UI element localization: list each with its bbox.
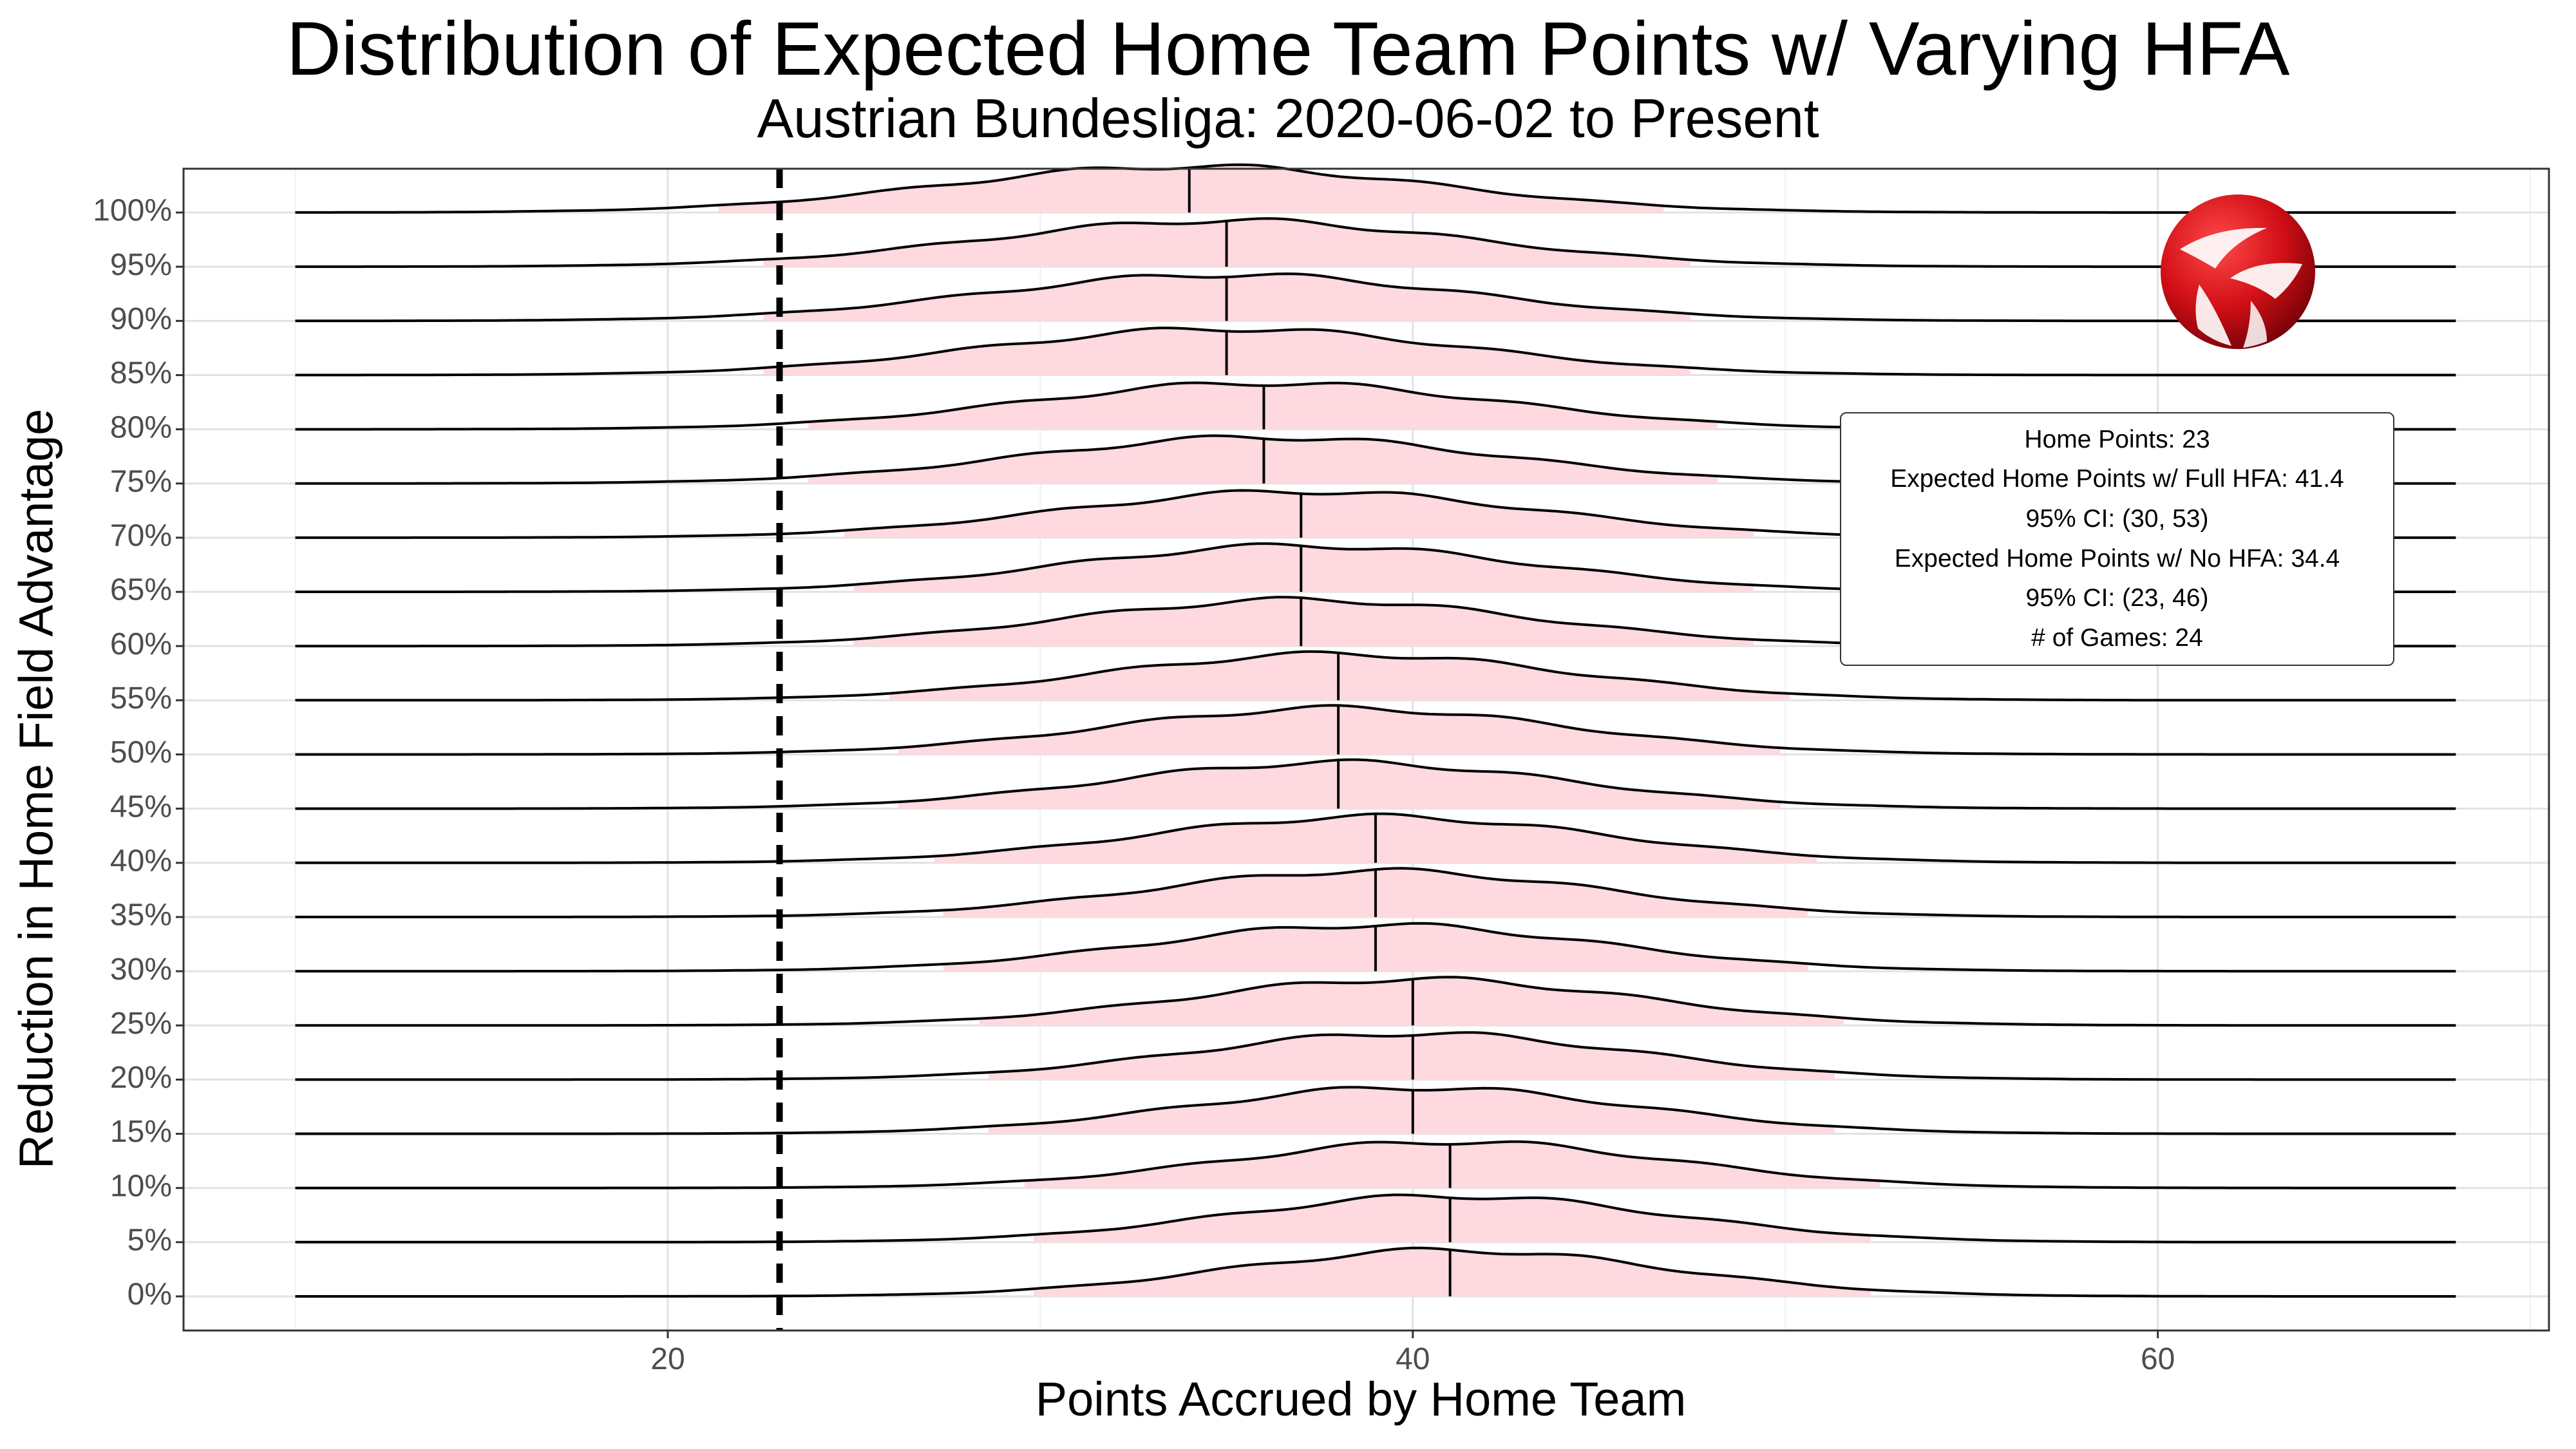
y-tick-label: 70%: [110, 519, 172, 553]
y-tick-label: 75%: [110, 464, 172, 498]
y-tick-label: 90%: [110, 302, 172, 336]
annotation-expected-full-hfa: Expected Home Points w/ Full HFA: 41.4: [1890, 465, 2344, 493]
ridge-line: [295, 1086, 2456, 1135]
y-tick-label: 25%: [110, 1007, 172, 1041]
y-tick-label: 50%: [110, 735, 172, 770]
density-ridge-55%: [295, 650, 2456, 702]
y-tick-label: 15%: [110, 1115, 172, 1149]
annotation-expected-no-hfa: Expected Home Points w/ No HFA: 34.4: [1894, 544, 2340, 573]
density-ridge-100%: [295, 163, 2456, 214]
density-ridge-20%: [295, 1031, 2456, 1081]
density-ridge-95%: [295, 217, 2456, 269]
x-tick-label: 40: [1396, 1342, 1430, 1376]
density-ridge-50%: [295, 704, 2456, 756]
y-tick-label: 95%: [110, 248, 172, 282]
ridge-fill: [853, 597, 1754, 647]
density-ridge-90%: [295, 272, 2456, 323]
y-tick-label: 85%: [110, 356, 172, 390]
y-tick-label: 55%: [110, 681, 172, 715]
y-tick-label: 35%: [110, 898, 172, 933]
y-tick-label: 60%: [110, 627, 172, 661]
ridge-fill: [1033, 1247, 1871, 1296]
density-ridge-85%: [295, 327, 2456, 377]
ridge-line: [295, 272, 2456, 323]
ridge-line: [295, 704, 2456, 756]
y-tick-label: 5%: [128, 1224, 172, 1258]
austrian-bundesliga-logo: [2161, 194, 2315, 349]
annotation-ci-full-hfa: 95% CI: (30, 53): [2025, 505, 2209, 533]
y-tick-label: 65%: [110, 573, 172, 607]
density-ridge-15%: [295, 1086, 2456, 1135]
y-tick-label: 80%: [110, 410, 172, 444]
density-ridges: [295, 163, 2456, 1298]
annotation-games: # of Games: 24: [2031, 624, 2203, 652]
density-ridge-40%: [295, 812, 2456, 864]
ridge-line: [295, 758, 2456, 810]
density-ridge-45%: [295, 758, 2456, 810]
density-ridge-35%: [295, 867, 2456, 918]
y-tick-label: 45%: [110, 790, 172, 824]
ridge-line: [295, 1193, 2456, 1244]
x-tick-label: 60: [2141, 1342, 2175, 1376]
y-tick-label: 10%: [110, 1169, 172, 1203]
ridge-fill: [853, 544, 1754, 592]
annotation-ci-no-hfa: 95% CI: (23, 46): [2025, 584, 2209, 612]
axis-ticks: 0% 5% 10% 15% 20% 25% 30% 35% 40% 45% 50% 55% 60% 65%…: [93, 194, 2175, 1376]
density-ridge-25%: [295, 976, 2456, 1027]
ridge-line: [295, 976, 2456, 1027]
ridge-line: [295, 163, 2456, 214]
x-axis-label: Points Accrued by Home Team: [1035, 1372, 1687, 1426]
ridge-line: [295, 1246, 2456, 1298]
summary-annotation-box: Home Points: 23 Expected Home Points w/ …: [1840, 412, 2394, 666]
y-tick-label: 20%: [110, 1061, 172, 1095]
ridge-line: [295, 650, 2456, 702]
y-tick-label: 0%: [128, 1278, 172, 1312]
density-ridge-0%: [295, 1246, 2456, 1298]
ridge-line: [295, 217, 2456, 269]
y-tick-label: 40%: [110, 844, 172, 878]
y-tick-label: 100%: [93, 194, 172, 228]
ridge-fill: [1024, 1141, 1880, 1188]
density-ridge-30%: [295, 922, 2456, 973]
density-ridge-5%: [295, 1193, 2456, 1244]
ridge-line: [295, 327, 2456, 377]
density-ridge-10%: [295, 1140, 2456, 1189]
plot-panel-border: [182, 167, 2550, 1332]
ridge-fill: [1033, 1195, 1871, 1242]
x-tick-label: 20: [650, 1342, 685, 1376]
ridge-fill: [718, 164, 1664, 213]
y-tick-label: 30%: [110, 952, 172, 987]
chart-subtitle: Austrian Bundesliga: 2020-06-02 to Prese…: [757, 88, 1819, 149]
ridge-fill: [844, 490, 1754, 538]
ridge-line: [295, 1031, 2456, 1081]
ridge-line: [295, 1140, 2456, 1189]
annotation-home-points: Home Points: 23: [2024, 425, 2210, 453]
chart-title: Distribution of Expected Home Team Point…: [286, 6, 2290, 91]
